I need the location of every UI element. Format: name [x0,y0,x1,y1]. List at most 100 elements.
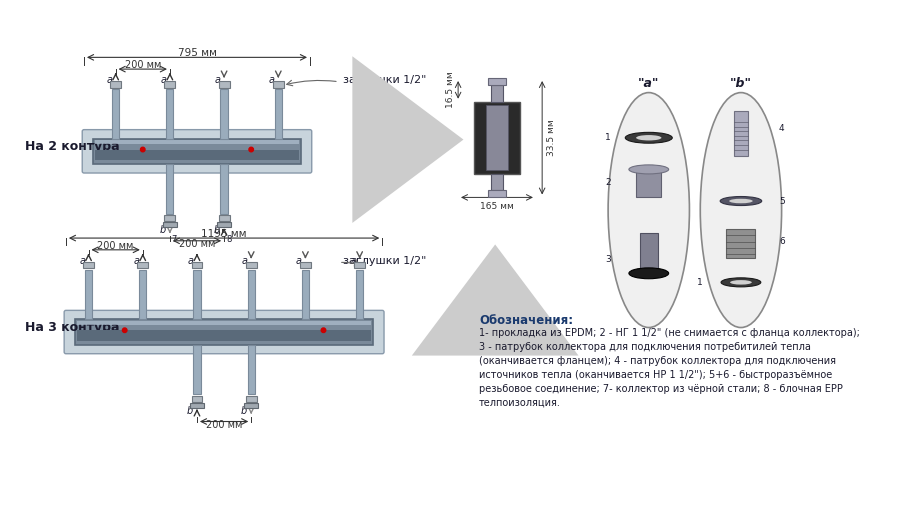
Bar [164,81,175,88]
Bar [192,396,202,402]
Bar [244,403,259,408]
Circle shape [249,147,253,152]
Text: 3: 3 [605,255,611,264]
Text: a: a [133,255,140,266]
Text: 6: 6 [779,237,785,246]
Bar [192,262,202,268]
Text: 200 мм: 200 мм [206,420,242,430]
Text: 1195 мм: 1195 мм [202,229,247,238]
Text: b: b [241,406,247,416]
Ellipse shape [730,280,752,285]
Text: 165 мм: 165 мм [480,202,514,211]
Bar [221,164,228,214]
Text: "b": "b" [730,77,752,90]
Text: b: b [213,225,220,235]
Bar [94,141,299,144]
Text: заглушки 1/2": заглушки 1/2" [343,255,427,266]
Circle shape [141,147,145,152]
Ellipse shape [637,135,661,141]
Circle shape [123,328,127,333]
Bar [139,270,146,319]
Text: a: a [188,255,193,266]
Bar [488,190,506,197]
Text: 2: 2 [606,179,611,187]
Bar [248,270,255,319]
Bar [221,89,228,139]
Text: a: a [161,75,166,85]
Bar [77,330,371,341]
Text: 1: 1 [697,278,703,287]
Bar [193,270,201,319]
Text: a: a [296,255,302,266]
Text: 8: 8 [226,235,232,244]
Text: 7: 7 [172,235,177,244]
Text: 4: 4 [779,124,785,133]
Bar [637,169,661,197]
Bar [166,89,173,139]
Text: "a": "a" [638,77,659,90]
Bar [490,85,503,101]
Ellipse shape [626,132,672,143]
Bar [301,270,309,319]
Bar [110,81,121,88]
Bar [84,262,94,268]
Text: На 3 контура: На 3 контура [25,321,120,334]
Bar [164,215,175,221]
Ellipse shape [720,197,762,205]
Bar [112,89,119,139]
Text: b: b [160,225,166,235]
Bar [93,139,301,164]
Text: 200 мм: 200 мм [124,60,161,71]
Text: a: a [350,255,356,266]
Bar [137,262,148,268]
Bar [486,105,508,170]
Ellipse shape [700,93,782,328]
Bar [490,174,503,190]
Ellipse shape [721,278,761,287]
Bar [734,111,748,156]
Ellipse shape [608,93,689,328]
Text: 1: 1 [605,133,611,142]
Text: 795 мм: 795 мм [178,48,216,58]
Bar [75,319,373,345]
Bar [300,262,311,268]
Ellipse shape [629,165,668,174]
Bar [356,270,363,319]
Bar [726,229,755,258]
FancyBboxPatch shape [64,311,384,354]
Bar [219,215,230,221]
Text: 200 мм: 200 мм [97,241,133,251]
Text: 1- прокладка из EPDM; 2 - НГ 1 1/2" (не снимается с фланца коллектора);
3 - патр: 1- прокладка из EPDM; 2 - НГ 1 1/2" (не … [479,328,860,407]
Bar [217,222,232,227]
Bar [354,262,365,268]
Bar [275,89,281,139]
Text: 16.5 мм: 16.5 мм [447,72,456,108]
Bar [246,396,257,402]
Text: a: a [106,75,113,85]
Bar [273,81,283,88]
Bar [77,321,371,325]
Text: a: a [79,255,85,266]
Bar [94,149,299,160]
Text: заглушки 1/2": заглушки 1/2" [343,75,427,85]
Bar [219,81,230,88]
Text: 5: 5 [779,197,785,205]
Text: b: b [187,406,192,416]
Bar [488,78,506,85]
Bar [85,270,93,319]
Bar [246,262,257,268]
Bar [190,403,204,408]
Bar [166,164,173,214]
Text: a: a [242,255,248,266]
Text: Обозначения:: Обозначения: [479,314,573,327]
Ellipse shape [729,199,753,203]
Bar [474,101,519,174]
Text: a: a [215,75,221,85]
Text: На 2 контура: На 2 контура [25,140,120,153]
Bar [248,345,255,394]
Text: 200 мм: 200 мм [179,239,215,249]
Bar [163,222,177,227]
Bar [640,233,657,273]
Bar [193,345,201,394]
Text: a: a [269,75,275,85]
